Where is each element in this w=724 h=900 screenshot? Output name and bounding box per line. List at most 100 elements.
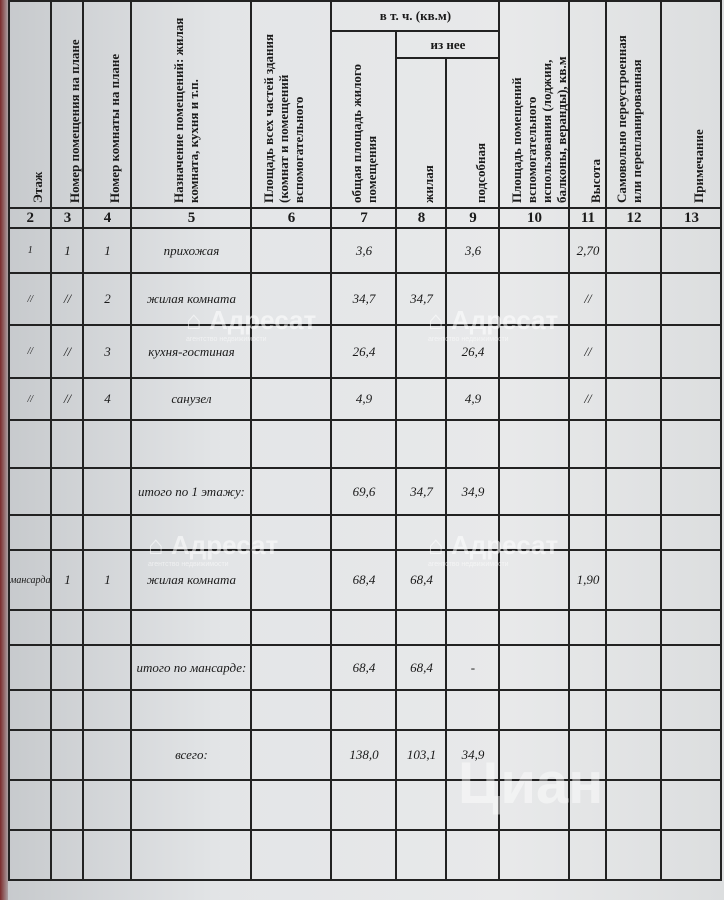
cell-floor xyxy=(7,779,53,831)
cell-empty xyxy=(605,377,663,421)
cell-pom xyxy=(50,419,85,469)
cell-empty xyxy=(660,829,723,881)
cell-floor xyxy=(7,829,53,881)
cell-room xyxy=(82,514,133,551)
cell-empty xyxy=(605,467,663,516)
cell-name: санузел xyxy=(130,377,253,421)
cell-empty xyxy=(250,419,333,469)
cell-empty xyxy=(605,609,663,646)
cell-living xyxy=(395,227,448,274)
cell-height xyxy=(568,644,608,691)
cell-empty xyxy=(250,609,333,646)
header-subgroup: из нее xyxy=(395,30,501,59)
cell-empty xyxy=(660,609,723,646)
cell-empty xyxy=(498,689,571,731)
cell-room xyxy=(82,644,133,691)
table-row: ////2 жилая комната 34,7 34,7// xyxy=(7,272,723,326)
cell-empty xyxy=(250,227,333,274)
cell-empty xyxy=(498,514,571,551)
cell-height xyxy=(568,514,608,551)
cell-floor xyxy=(7,419,53,469)
cell-total: 34,7 xyxy=(330,272,398,326)
cell-empty xyxy=(605,227,663,274)
cell-room: 1 xyxy=(82,549,133,611)
cell-name: всего: xyxy=(130,729,253,781)
column-number: 7 xyxy=(330,207,398,229)
cell-empty xyxy=(605,729,663,781)
cell-empty xyxy=(605,549,663,611)
header-total-living: общая площадь жилого помещения xyxy=(330,30,398,209)
cell-pom xyxy=(50,467,85,516)
cell-empty xyxy=(660,779,723,831)
header-total-area: Площадь всех частей здания (комнат и пом… xyxy=(250,0,333,209)
cell-aux: 34,9 xyxy=(445,467,501,516)
header-group: в т. ч. (кв.м) xyxy=(330,0,501,32)
document-page: Этаж Номер помещения на плане Номер комн… xyxy=(7,0,724,900)
cell-aux: 34,9 xyxy=(445,729,501,781)
cell-living xyxy=(395,324,448,379)
column-number: 10 xyxy=(498,207,571,229)
cell-empty xyxy=(660,419,723,469)
header-purpose: Назначение помещений: жилая комната, кух… xyxy=(130,0,253,209)
cell-empty xyxy=(660,377,723,421)
cell-empty xyxy=(498,227,571,274)
cell-room: 4 xyxy=(82,377,133,421)
cell-empty xyxy=(250,829,333,881)
cell-empty xyxy=(250,514,333,551)
cell-floor xyxy=(7,514,53,551)
cell-empty xyxy=(660,549,723,611)
cell-pom xyxy=(50,829,85,881)
cell-empty xyxy=(660,227,723,274)
cell-aux xyxy=(445,549,501,611)
cell-name xyxy=(130,689,253,731)
cell-empty xyxy=(605,689,663,731)
cell-name: кухня-гостиная xyxy=(130,324,253,379)
cell-empty xyxy=(660,729,723,781)
cell-aux xyxy=(445,272,501,326)
cell-empty xyxy=(498,419,571,469)
column-number: 4 xyxy=(82,207,133,229)
cell-empty xyxy=(498,324,571,379)
table-row: 1 1 1 прихожая 3,6 3,6 2,70 xyxy=(7,227,723,274)
cell-empty xyxy=(498,729,571,781)
cell-total: 68,4 xyxy=(330,549,398,611)
cell-living: 34,7 xyxy=(395,467,448,516)
cell-room: 1 xyxy=(82,227,133,274)
header-redevelopment: Самовольно переустроенная или перепланир… xyxy=(605,0,663,209)
cell-empty xyxy=(605,419,663,469)
cell-room: 2 xyxy=(82,272,133,326)
cell-empty xyxy=(660,324,723,379)
cell-name: прихожая xyxy=(130,227,253,274)
cell-aux xyxy=(445,419,501,469)
header-room-number: Номер комнаты на плане xyxy=(82,0,133,209)
cell-name xyxy=(130,514,253,551)
binder-edge xyxy=(0,0,10,900)
cell-empty xyxy=(605,829,663,881)
cell-floor xyxy=(7,467,53,516)
column-number-row: 2 3 4 5 6 7 8 9 10 11 12 13 xyxy=(7,207,723,229)
cell-living xyxy=(395,689,448,731)
cell-height: // xyxy=(568,377,608,421)
cell-height xyxy=(568,779,608,831)
cell-empty xyxy=(605,272,663,326)
table-row: всего: 138,0 103,1 34,9 xyxy=(7,729,723,781)
cell-name: жилая комната xyxy=(130,272,253,326)
cell-name: итого по 1 этажу: xyxy=(130,467,253,516)
cell-height xyxy=(568,829,608,881)
explication-table: Этаж Номер помещения на плане Номер комн… xyxy=(7,0,723,881)
cell-empty xyxy=(250,689,333,731)
cell-pom xyxy=(50,779,85,831)
cell-empty xyxy=(605,514,663,551)
cell-height: 1,90 xyxy=(568,549,608,611)
column-number: 2 xyxy=(7,207,53,229)
column-number: 12 xyxy=(605,207,663,229)
cell-height xyxy=(568,689,608,731)
cell-name: жилая комната xyxy=(130,549,253,611)
header-pom-number: Номер помещения на плане xyxy=(50,0,85,209)
cell-name xyxy=(130,609,253,646)
cell-total xyxy=(330,514,398,551)
cell-floor: 1 xyxy=(7,227,53,274)
table-row: ////4 санузел 4,9 4,9// xyxy=(7,377,723,421)
cell-total xyxy=(330,609,398,646)
cell-height xyxy=(568,729,608,781)
